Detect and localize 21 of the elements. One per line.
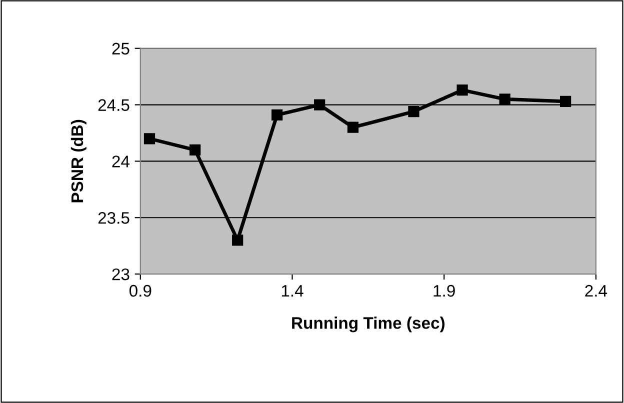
point — [456, 84, 468, 96]
y-tick-label: 24.5 — [98, 99, 130, 111]
y-tick-label: 24 — [112, 156, 130, 168]
point — [232, 234, 244, 246]
point — [347, 122, 359, 133]
x-axis-title: Running Time (sec) — [292, 316, 445, 332]
point — [560, 96, 572, 107]
y-tick-label: 23 — [112, 268, 130, 280]
y-tick-label: 25 — [112, 42, 130, 55]
point — [499, 94, 510, 105]
y-tick-label: 23.5 — [98, 212, 130, 224]
x-tick-label: 2.4 — [585, 284, 608, 297]
point — [314, 99, 326, 110]
point — [190, 144, 201, 156]
point — [272, 109, 283, 120]
x-tick-label: 1.9 — [434, 284, 455, 297]
x-tick-label: 0.9 — [129, 284, 152, 297]
point — [144, 133, 156, 144]
y-axis-title: PSNR (dB) — [70, 120, 86, 202]
x-tick-label: 1.4 — [282, 285, 304, 297]
point — [408, 106, 420, 118]
